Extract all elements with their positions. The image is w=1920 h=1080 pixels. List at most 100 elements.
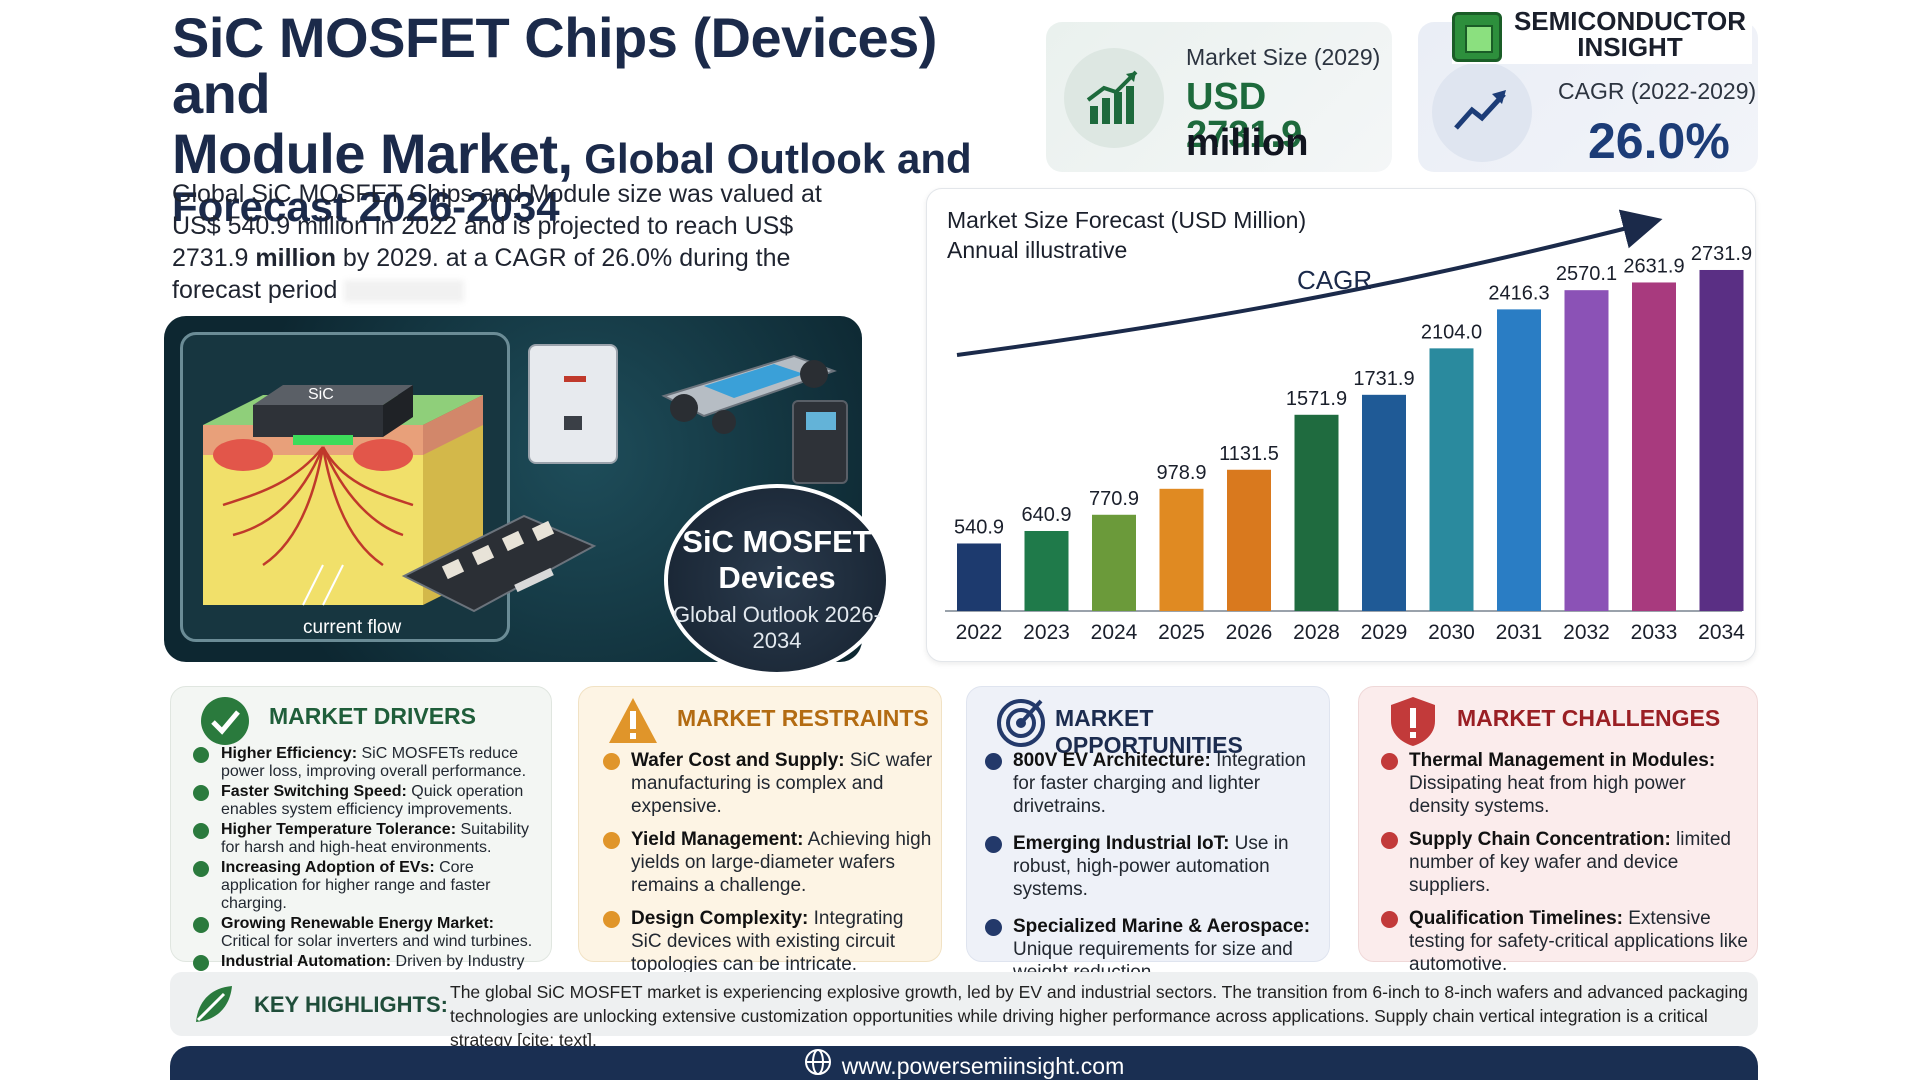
restraints-item: Design Complexity: Integrating SiC devic…	[603, 907, 935, 976]
challenges-item: Qualification Timelines: Extensive testi…	[1381, 907, 1751, 976]
bullet-icon	[603, 832, 620, 849]
x-tick-label: 2022	[956, 621, 1003, 644]
bar-value-label: 2631.9	[1623, 255, 1684, 277]
restraints-item-text: Achieving high yields on large-diameter …	[631, 829, 932, 896]
chip-label: SiC	[308, 386, 334, 403]
opportunities-heading: MARKET OPPORTUNITIES	[1055, 705, 1243, 758]
brand-name: SEMICONDUCTOR INSIGHT	[1513, 6, 1747, 62]
restraints-item-title: Yield Management:	[631, 829, 804, 850]
opportunities-list: 800V EV Architecture: Integration for fa…	[985, 749, 1323, 998]
challenges-item-text: limited number of key wafer and device s…	[1409, 829, 1731, 896]
opportunities-item: 800V EV Architecture: Integration for fa…	[985, 749, 1323, 818]
x-tick-label: 2032	[1563, 621, 1610, 644]
intro-part-1: Global SiC MOSFET Chips and Module size …	[172, 180, 822, 272]
bar-2030	[1429, 348, 1474, 611]
page-title: SiC MOSFET Chips (Devices) and Module Ma…	[172, 10, 1032, 228]
drivers-item: Higher Efficiency: SiC MOSFETs reduce po…	[193, 745, 543, 781]
key-highlights-bar: KEY HIGHLIGHTS: The global SiC MOSFET ma…	[170, 972, 1758, 1050]
drivers-item-title: Growing Renewable Energy Market:	[221, 915, 494, 932]
challenges-item: Supply Chain Concentration: limited numb…	[1381, 828, 1751, 897]
title-line-1: SiC MOSFET Chips (Devices) and	[172, 6, 937, 125]
challenges-heading: MARKET CHALLENGES	[1457, 705, 1721, 731]
x-tick-label: 2031	[1496, 621, 1543, 644]
bar-value-label: 1131.5	[1219, 443, 1279, 465]
bar-value-label: 640.9	[1021, 504, 1071, 526]
shield-alert-icon	[1387, 695, 1439, 747]
intro-part-2: by 2029. at a CAGR of 26.0% during the f…	[172, 244, 791, 304]
bullet-icon	[193, 861, 209, 877]
cagr-annotation: CAGR	[1297, 265, 1372, 295]
redacted-blur	[344, 280, 465, 303]
footer-url[interactable]: www.powersemiinsight.com	[841, 1053, 1125, 1079]
cagr-label: CAGR (2022-2029)	[1558, 78, 1757, 104]
restraints-heading: MARKET RESTRAINTS	[677, 705, 929, 731]
challenges-item: Thermal Management in Modules: Dissipati…	[1381, 749, 1751, 818]
title-line-2-mid: Global Outlook and	[572, 135, 972, 182]
highlights-text: The global SiC MOSFET market is experien…	[450, 982, 1748, 1050]
drivers-item-title: Higher Temperature Tolerance:	[221, 821, 457, 838]
bullet-icon	[193, 823, 209, 839]
badge-subtitle: Global Outlook 2026-2034	[673, 602, 881, 653]
challenges-item-title: Thermal Management in Modules:	[1409, 750, 1716, 771]
x-tick-label: 2024	[1091, 621, 1138, 644]
bullet-icon	[603, 753, 620, 770]
drivers-item-text: SiC MOSFETs reduce power loss, improving…	[221, 745, 527, 780]
bullet-icon	[193, 917, 209, 933]
market-size-value: USD 2731.9	[1186, 76, 1303, 156]
forecast-chart-card: CAGR 540.9 2022 640.9 2023 770.9 2024 978.9 202…	[926, 188, 1756, 662]
challenges-item-title: Supply Chain Concentration:	[1409, 829, 1671, 850]
target-icon	[995, 695, 1047, 747]
check-circle-icon	[199, 695, 251, 747]
opportunities-item-text: Integration for faster charging and ligh…	[1013, 750, 1306, 817]
bullet-icon	[1381, 911, 1398, 928]
bar-2031	[1497, 309, 1541, 611]
trend-arrow-icon	[1432, 62, 1532, 162]
bar-2033	[1632, 282, 1676, 611]
bar-2034	[1699, 269, 1744, 611]
cagr-value: 26.0%	[1588, 113, 1730, 169]
restraints-item: Wafer Cost and Supply: SiC wafer manufac…	[603, 749, 935, 818]
market-size-label: Market Size (2029)	[1186, 44, 1381, 70]
drivers-item: Faster Switching Speed: Quick operation …	[193, 783, 543, 819]
market-challenges-panel: MARKET CHALLENGES Thermal Management in …	[1358, 686, 1758, 975]
drivers-item-text: Quick operation enables system efficienc…	[221, 783, 524, 818]
footer-bar: www.powersemiinsight.com	[170, 1046, 1758, 1080]
ev-chassis-icon	[644, 336, 844, 436]
bar-value-label: 1571.9	[1286, 388, 1347, 410]
devices-badge: SiC MOSFET Devices Global Outlook 2026-2…	[664, 484, 890, 676]
forecast-bar-chart: CAGR 540.9 2022 640.9 2023 770.9 2024 978.9 202…	[945, 209, 1752, 644]
bar-2023	[1024, 530, 1069, 611]
current-flow-caption: current flow	[303, 617, 402, 638]
bar-value-label: 1731.9	[1353, 368, 1414, 390]
bar-2028	[1294, 414, 1339, 611]
bar-2032	[1564, 290, 1609, 611]
opportunities-item-title: Emerging Industrial IoT:	[1013, 833, 1230, 854]
opportunities-item: Emerging Industrial IoT: Use in robust, …	[985, 832, 1323, 901]
bar-2022	[957, 543, 1001, 611]
x-tick-label: 2023	[1023, 621, 1070, 644]
restraints-item-text: SiC wafer manufacturing is complex and e…	[631, 750, 933, 817]
x-tick-label: 2025	[1158, 621, 1205, 644]
chart-title: Market Size Forecast (USD Million)	[947, 207, 1307, 233]
cagr-trend-arrow	[956, 209, 1663, 357]
highlights-label: KEY HIGHLIGHTS:	[254, 992, 448, 1017]
motor-drive-icon	[792, 400, 848, 484]
bar-2025	[1159, 488, 1204, 611]
intro-bold: million	[255, 244, 336, 272]
market-size-card: Market Size (2029) USD 2731.9 million	[1046, 22, 1392, 172]
chart-title-block: Market Size Forecast (USD Million) Annua…	[947, 205, 1306, 265]
drivers-item-title: Higher Efficiency:	[221, 745, 358, 762]
x-tick-label: 2034	[1698, 621, 1745, 644]
bullet-icon	[193, 955, 209, 971]
opportunities-item-title: Specialized Marine & Aerospace:	[1013, 916, 1311, 937]
restraints-item-title: Wafer Cost and Supply:	[631, 750, 845, 771]
bullet-icon	[985, 919, 1002, 936]
bullet-icon	[985, 836, 1002, 853]
drivers-item-text: Critical for solar inverters and wind tu…	[221, 933, 533, 950]
bar-value-label: 978.9	[1156, 462, 1206, 484]
warning-icon	[607, 695, 659, 747]
bar-2026	[1227, 469, 1271, 611]
restraints-list: Wafer Cost and Supply: SiC wafer manufac…	[603, 749, 935, 986]
x-tick-label: 2029	[1361, 621, 1408, 644]
chip-logo-icon	[1452, 12, 1502, 62]
